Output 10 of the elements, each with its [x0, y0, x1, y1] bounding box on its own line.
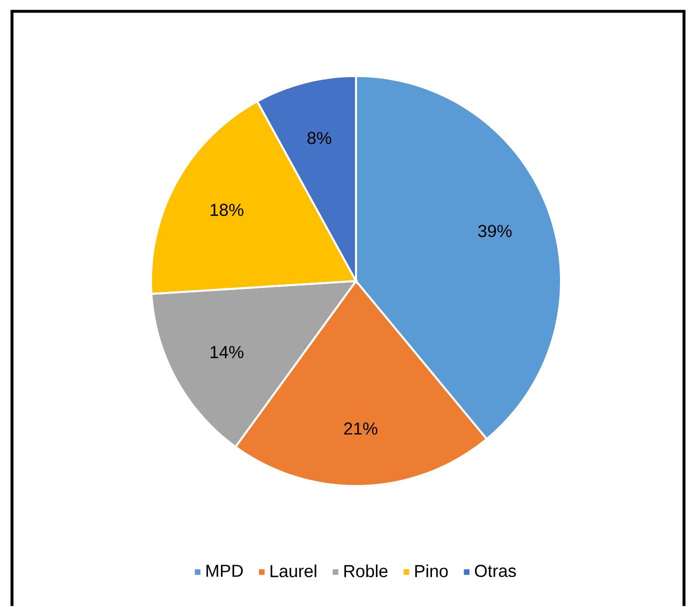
- legend-label: Otras: [474, 564, 516, 577]
- data-label: 14%: [210, 346, 244, 358]
- data-label: 39%: [478, 224, 512, 237]
- legend-label: Roble: [344, 564, 388, 578]
- data-label: 8%: [308, 132, 332, 144]
- legend-label: Pino: [415, 564, 448, 578]
- data-label: 18%: [210, 204, 244, 216]
- data-label: 21%: [344, 422, 378, 434]
- legend-label: Laurel: [270, 564, 316, 578]
- legend-label: MPD: [206, 564, 243, 577]
